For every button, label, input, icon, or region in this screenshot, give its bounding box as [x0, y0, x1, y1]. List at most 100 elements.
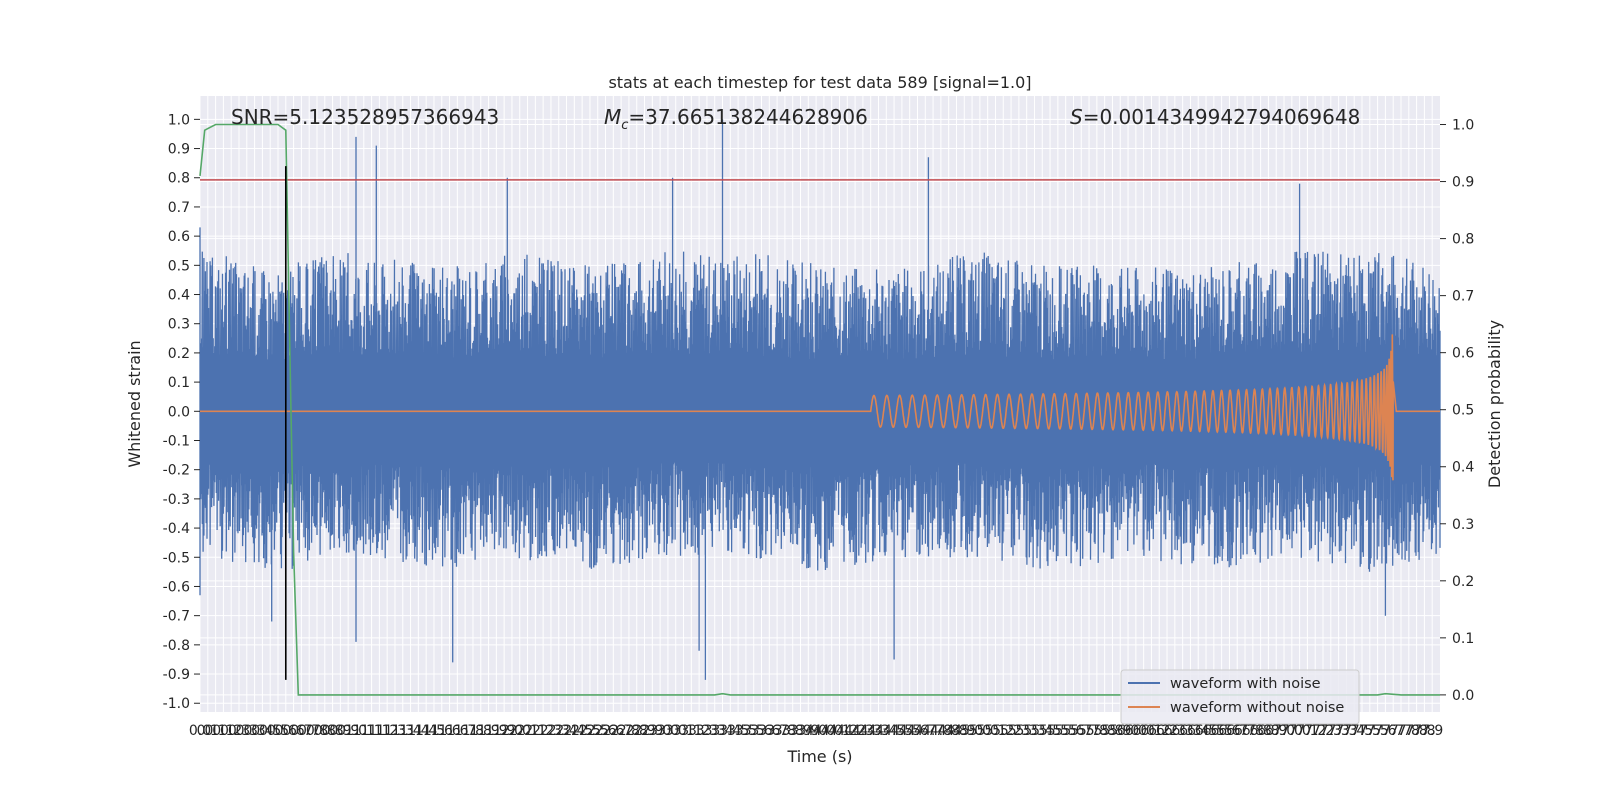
x-tick-label: 6.2 — [1148, 723, 1170, 739]
x-tick-label: 3.0 — [649, 723, 671, 739]
x-tick-label: 6.3 — [1179, 723, 1201, 739]
x-tick-label: 1.2 — [376, 723, 398, 739]
x-tick-label: 7.3 — [1335, 723, 1357, 739]
y-tick-label: -0.2 — [163, 463, 190, 479]
x-tick-label: 7.7 — [1390, 723, 1412, 739]
x-tick-label: 0.7 — [298, 723, 320, 739]
x-tick-label: 6.1 — [1140, 723, 1162, 739]
y-tick-label: -0.3 — [163, 492, 190, 508]
series-layer — [199, 119, 1441, 696]
x-tick-label: 5.8 — [1101, 723, 1123, 739]
y2-tick-label: 0.8 — [1452, 232, 1474, 248]
x-tick-label: 3.1 — [672, 723, 694, 739]
x-tick-label: 4.9 — [953, 723, 975, 739]
x-tick-label: 5.0 — [961, 723, 983, 739]
x-tick-label: 5.0 — [969, 723, 991, 739]
x-tick-label: 0.9 — [329, 723, 351, 739]
x-tick-label: 6.4 — [1187, 723, 1209, 739]
x-tick-label: 1.4 — [415, 723, 437, 739]
y-tick-label: -0.1 — [163, 433, 190, 449]
waveform-without-noise-line — [200, 334, 1440, 481]
x-tick-label: 6.9 — [1265, 723, 1287, 739]
x-tick-label: 7.0 — [1288, 723, 1310, 739]
x-tick-label: 2.6 — [594, 723, 616, 739]
x-tick-label: 3.3 — [704, 723, 726, 739]
x-tick-label: 5.7 — [1070, 723, 1092, 739]
x-tick-label: 1.6 — [446, 723, 468, 739]
x-axis-label: Time (s) — [786, 747, 852, 766]
x-tick-label: 0.2 — [220, 723, 242, 739]
x-tick-label: 5.2 — [1000, 723, 1022, 739]
x-tick-label: 0.7 — [290, 723, 312, 739]
x-tick-label: 7.0 — [1273, 723, 1295, 739]
x-tick-label: 3.5 — [743, 723, 765, 739]
y-tick-label: 0.0 — [168, 404, 190, 420]
x-tick-label: 1.1 — [360, 723, 382, 739]
x-tick-label: 4.0 — [813, 723, 835, 739]
chirp-mass-symbol: M — [604, 105, 621, 129]
y-tick-label: 0.8 — [168, 171, 190, 187]
x-tick-label: 7.2 — [1304, 723, 1326, 739]
x-tick-label: 4.5 — [891, 723, 913, 739]
x-tick-label: 5.3 — [1016, 723, 1038, 739]
y2-tick-label: 0.7 — [1452, 289, 1474, 305]
x-tick-label: 1.6 — [431, 723, 453, 739]
x-tick-label: 3.7 — [766, 723, 788, 739]
x-tick-label: 4.7 — [922, 723, 944, 739]
y-tick-label: 0.9 — [168, 142, 190, 158]
x-tick-label: 5.8 — [1094, 723, 1116, 739]
x-tick-label: 3.9 — [789, 723, 811, 739]
x-tick-label: 1.4 — [407, 723, 429, 739]
x-tick-label: 7.7 — [1382, 723, 1404, 739]
x-tick-label: 0.5 — [259, 723, 281, 739]
x-tick-label: 6.6 — [1218, 723, 1240, 739]
x-tick-label: 4.5 — [899, 723, 921, 739]
x-tick-label: 6.3 — [1164, 723, 1186, 739]
x-tick-label: 3.8 — [774, 723, 796, 739]
x-tick-label: 6.5 — [1203, 723, 1225, 739]
x-tick-label: 2.5 — [587, 723, 609, 739]
x-tick-label: 3.5 — [735, 723, 757, 739]
x-tick-label: 4.5 — [883, 723, 905, 739]
x-tick-label: 7.8 — [1405, 723, 1427, 739]
x-tick-label: 3.5 — [727, 723, 749, 739]
x-tick-label: 1.1 — [368, 723, 390, 739]
x-tick-label: 6.0 — [1125, 723, 1147, 739]
x-tick-label: 0.1 — [212, 723, 234, 739]
x-tick-label: 0.3 — [243, 723, 265, 739]
x-tick-label: 4.2 — [836, 723, 858, 739]
x-tick-label: 2.4 — [563, 723, 585, 739]
y2-tick-label: 1.0 — [1452, 118, 1474, 134]
x-tick-label: 3.0 — [657, 723, 679, 739]
waveform-with-noise-line — [199, 119, 1441, 680]
x-tick-label: 2.0 — [501, 723, 523, 739]
x-tick-label: 6.7 — [1226, 723, 1248, 739]
x-tick-label: 5.1 — [984, 723, 1006, 739]
x-tick-label: 0.9 — [337, 723, 359, 739]
x-tick-label: 7.5 — [1359, 723, 1381, 739]
x-tick-label: 4.3 — [867, 723, 889, 739]
x-tick-label: 6.8 — [1242, 723, 1264, 739]
x-tick-label: 5.3 — [1023, 723, 1045, 739]
x-tick-label: 0.6 — [275, 723, 297, 739]
x-tick-label: 0.0 — [189, 723, 211, 739]
y-tick-label: -1.0 — [163, 696, 190, 712]
x-tick-label: 2.3 — [540, 723, 562, 739]
tick-layer: 0.00.10.10.10.20.30.30.30.40.50.50.60.60… — [163, 112, 1475, 739]
y-tick-label: 1.0 — [168, 112, 190, 128]
x-tick-label: 6.2 — [1156, 723, 1178, 739]
x-tick-label: 7.3 — [1327, 723, 1349, 739]
x-tick-label: 5.0 — [977, 723, 999, 739]
x-tick-label: 6.5 — [1195, 723, 1217, 739]
chart-title: stats at each timestep for test data 589… — [608, 73, 1031, 92]
x-tick-label: 1.8 — [470, 723, 492, 739]
x-tick-label: 5.3 — [1008, 723, 1030, 739]
legend: waveform with noise waveform without noi… — [1120, 669, 1360, 725]
s-value: =0.0014349942794069648 — [1083, 105, 1361, 129]
detection-probability-line — [199, 123, 1440, 696]
x-tick-label: 7.5 — [1351, 723, 1373, 739]
x-tick-label: 0.3 — [228, 723, 250, 739]
x-tick-label: 4.8 — [930, 723, 952, 739]
x-tick-label: 4.2 — [844, 723, 866, 739]
